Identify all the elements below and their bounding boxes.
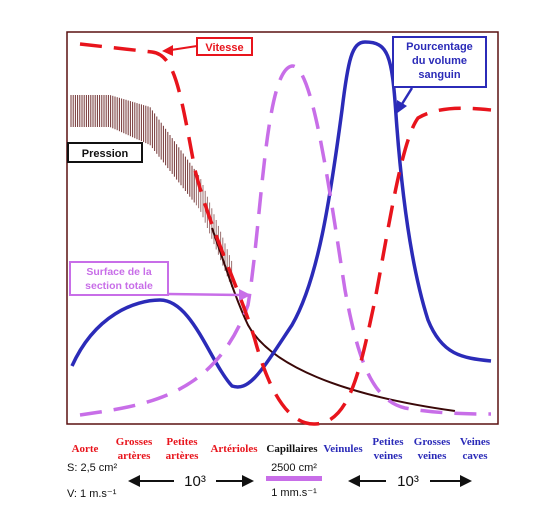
segment-label-8-line-0: Veines bbox=[460, 436, 491, 448]
surface-pointer bbox=[167, 292, 241, 297]
capillaires-area: 2500 cm² bbox=[271, 462, 317, 474]
capillaires-bar bbox=[266, 476, 322, 481]
surface-label-box bbox=[69, 261, 169, 296]
segment-label-8-line-1: caves bbox=[462, 450, 488, 462]
segment-label-6-line-0: Petites bbox=[372, 436, 404, 448]
surface-label-line-2: section totale bbox=[85, 280, 153, 292]
pression-hatch-band bbox=[70, 95, 233, 287]
volume-label-line-2: du volume bbox=[412, 55, 467, 67]
right-ratio-arrow bbox=[348, 475, 472, 487]
segment-label-1-line-1: artères bbox=[118, 450, 151, 462]
segment-label-3-line-0: Artérioles bbox=[210, 443, 258, 455]
segment-label-5-line-0: Veinules bbox=[323, 443, 363, 455]
right-ratio: 10³ bbox=[397, 473, 419, 490]
segment-label-7-line-0: Grosses bbox=[414, 436, 451, 448]
vitesse-curve bbox=[79, 42, 492, 426]
volume-curve bbox=[70, 40, 492, 389]
volume-label-line-3: sanguin bbox=[418, 69, 460, 81]
volume-pointer bbox=[400, 87, 414, 105]
left-ratio-arrow bbox=[128, 475, 254, 487]
segment-label-7-line-1: veines bbox=[418, 450, 447, 462]
left-ratio: 10³ bbox=[184, 473, 206, 490]
vitesse-arrowhead bbox=[162, 45, 173, 56]
plot-frame bbox=[66, 31, 499, 425]
segment-label-2-line-0: Petites bbox=[166, 436, 198, 448]
capillaires-speed: 1 mm.s⁻¹ bbox=[271, 487, 317, 499]
segment-label-0-line-0: Aorte bbox=[72, 443, 99, 455]
vitesse-label: Vitesse bbox=[205, 42, 243, 54]
pression-label-box bbox=[67, 142, 143, 163]
volume-label-line-1: Pourcentage bbox=[406, 41, 473, 53]
surface-arrowhead bbox=[239, 289, 251, 301]
vitesse-pointer bbox=[170, 45, 198, 51]
volume-label-box bbox=[392, 36, 487, 88]
segment-label-2-line-1: artères bbox=[166, 450, 199, 462]
pression-label: Pression bbox=[82, 148, 129, 160]
volume-arrowhead bbox=[396, 100, 407, 114]
surface-label-line-1: Surface de la bbox=[86, 266, 152, 278]
segment-label-6-line-1: veines bbox=[374, 450, 403, 462]
segment-label-1-line-0: Grosses bbox=[116, 436, 153, 448]
aorte-area: S: 2,5 cm² bbox=[67, 462, 117, 474]
aorte-speed: V: 1 m.s⁻¹ bbox=[67, 488, 117, 500]
segment-label-4-line-0: Capillaires bbox=[266, 443, 318, 455]
surface-curve bbox=[79, 64, 492, 417]
segment-labels: Aorte Grosses artères Petites artères Artério… bbox=[72, 436, 491, 462]
